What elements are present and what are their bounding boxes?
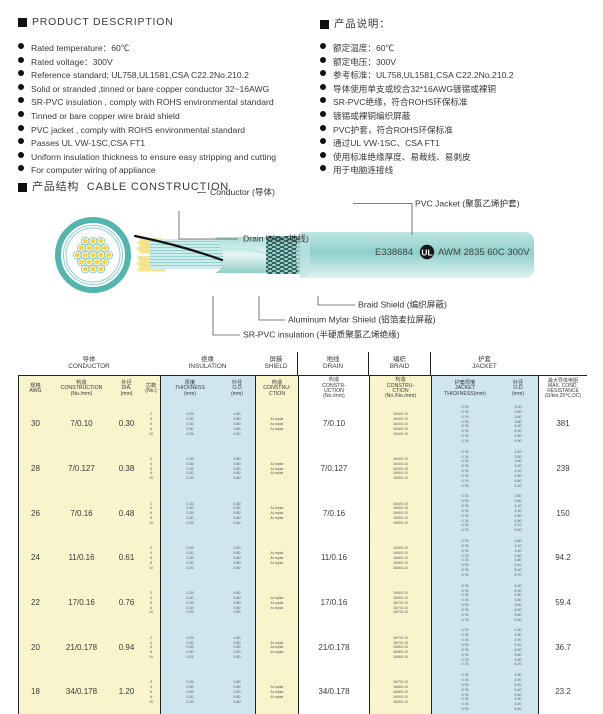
svg-text:SR-PVC insulation (半硬质聚氯乙烯绝缘): SR-PVC insulation (半硬质聚氯乙烯绝缘) bbox=[243, 329, 400, 340]
svg-text:Drain Wire (地线): Drain Wire (地线) bbox=[243, 233, 309, 244]
svg-text:Aluminum Mylar Shield (铝箔麦拉屏蔽): Aluminum Mylar Shield (铝箔麦拉屏蔽) bbox=[288, 314, 436, 325]
svg-text:Conductor (导体): Conductor (导体) bbox=[210, 186, 275, 197]
svg-text:PVC Jacket (聚氯乙烯护套): PVC Jacket (聚氯乙烯护套) bbox=[415, 198, 520, 209]
svg-text:Braid Shield (编织屏蔽): Braid Shield (编织屏蔽) bbox=[358, 299, 447, 310]
